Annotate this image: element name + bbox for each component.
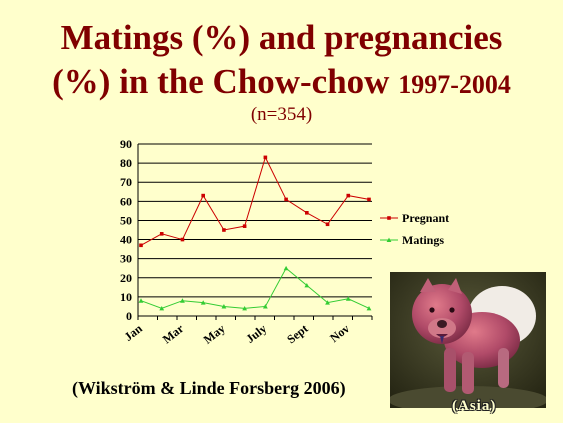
data-point-matings — [159, 305, 165, 311]
y-tick-label: 30 — [120, 252, 132, 266]
data-point-matings — [325, 300, 330, 305]
dog-photo — [390, 272, 546, 408]
legend-marker-matings — [386, 237, 392, 242]
chow-chow-image — [390, 272, 546, 408]
y-tick-label: 80 — [120, 156, 132, 170]
series-line-pregnant — [140, 156, 370, 246]
data-point-pregnant — [325, 222, 330, 227]
y-tick-label: 0 — [126, 309, 132, 323]
data-point-matings — [345, 296, 351, 301]
data-point-pregnant — [222, 228, 226, 232]
y-tick-label: 60 — [120, 194, 132, 208]
data-point-pregnant — [367, 197, 371, 202]
data-point-pregnant — [346, 193, 351, 198]
x-tick-label: Mar — [160, 321, 187, 346]
data-point-pregnant — [305, 211, 309, 215]
citation: (Wikström & Linde Forsberg 2006) — [72, 378, 346, 398]
data-point-matings — [262, 304, 268, 309]
data-point-matings — [180, 298, 185, 303]
x-tick-label: May — [201, 321, 228, 346]
y-tick-label: 10 — [120, 290, 132, 304]
data-point-matings — [304, 283, 310, 288]
x-tick-label: Jan — [122, 321, 146, 344]
x-tick-label: July — [243, 321, 269, 346]
y-tick-label: 90 — [120, 137, 132, 151]
data-point-pregnant — [263, 155, 268, 160]
title-line-2: (%) in the Chow-chow 1997-2004 — [0, 62, 563, 102]
data-point-matings — [138, 298, 144, 303]
y-tick-label: 70 — [120, 175, 132, 189]
title-line-2-main: (%) in the Chow-chow — [52, 62, 390, 101]
photo-caption: (Asia) — [452, 398, 497, 414]
data-point-matings — [283, 265, 289, 271]
title-years: 1997-2004 — [398, 70, 511, 99]
y-tick-label: 40 — [120, 233, 132, 247]
data-point-pregnant — [139, 243, 143, 248]
series-line-matings — [140, 267, 370, 309]
data-point-matings — [221, 304, 227, 309]
data-point-matings — [366, 305, 372, 311]
y-tick-label: 20 — [120, 271, 132, 285]
subtitle: (n=354) — [250, 104, 313, 125]
data-point-pregnant — [159, 232, 164, 236]
data-point-matings — [242, 305, 248, 311]
x-tick-label: Sept — [284, 321, 310, 346]
data-point-matings — [200, 300, 206, 305]
data-point-pregnant — [284, 197, 288, 202]
title-line-1: Matings (%) and pregnancies — [60, 18, 503, 57]
legend-label-matings: Matings — [402, 233, 444, 247]
data-point-pregnant — [180, 237, 185, 242]
legend-marker-pregnant — [387, 216, 391, 220]
data-point-pregnant — [201, 193, 205, 198]
x-tick-label: Nov — [327, 321, 352, 345]
legend-label-pregnant: Pregnant — [402, 211, 449, 225]
y-tick-label: 50 — [120, 213, 132, 227]
data-point-pregnant — [242, 224, 247, 228]
